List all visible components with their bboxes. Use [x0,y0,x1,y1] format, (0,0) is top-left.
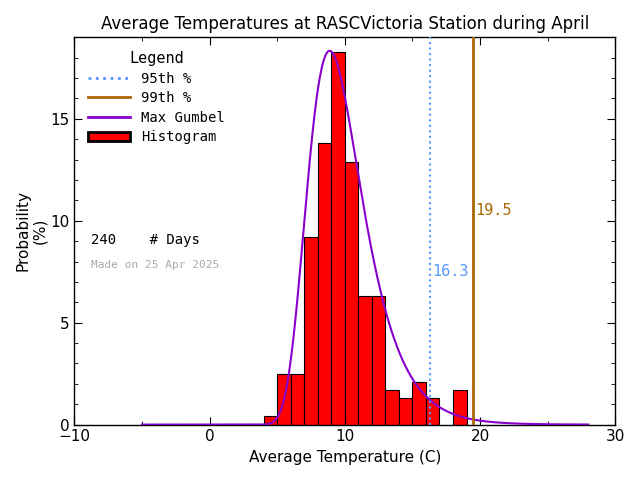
Bar [385,390,399,425]
Legend: 95th %, 99th %, Max Gumbel, Histogram: 95th %, 99th %, Max Gumbel, Histogram [81,44,232,151]
Text: 19.5: 19.5 [476,203,512,218]
Bar [304,237,317,425]
Text: Made on 25 Apr 2025: Made on 25 Apr 2025 [90,260,219,270]
Bar [277,373,291,425]
Bar [412,382,426,425]
X-axis label: Average Temperature (C): Average Temperature (C) [248,450,441,465]
Bar [291,373,304,425]
Bar [453,390,467,425]
Bar [317,144,332,425]
Bar [399,398,412,425]
Bar [264,417,277,425]
Bar [358,296,372,425]
Title: Average Temperatures at RASCVictoria Station during April: Average Temperatures at RASCVictoria Sta… [100,15,589,33]
Bar [332,52,345,425]
Bar [345,162,358,425]
Y-axis label: Probability
(%): Probability (%) [15,191,47,272]
Bar [426,398,440,425]
Text: 240    # Days: 240 # Days [90,233,200,247]
Bar [372,296,385,425]
Text: 16.3: 16.3 [432,264,468,279]
